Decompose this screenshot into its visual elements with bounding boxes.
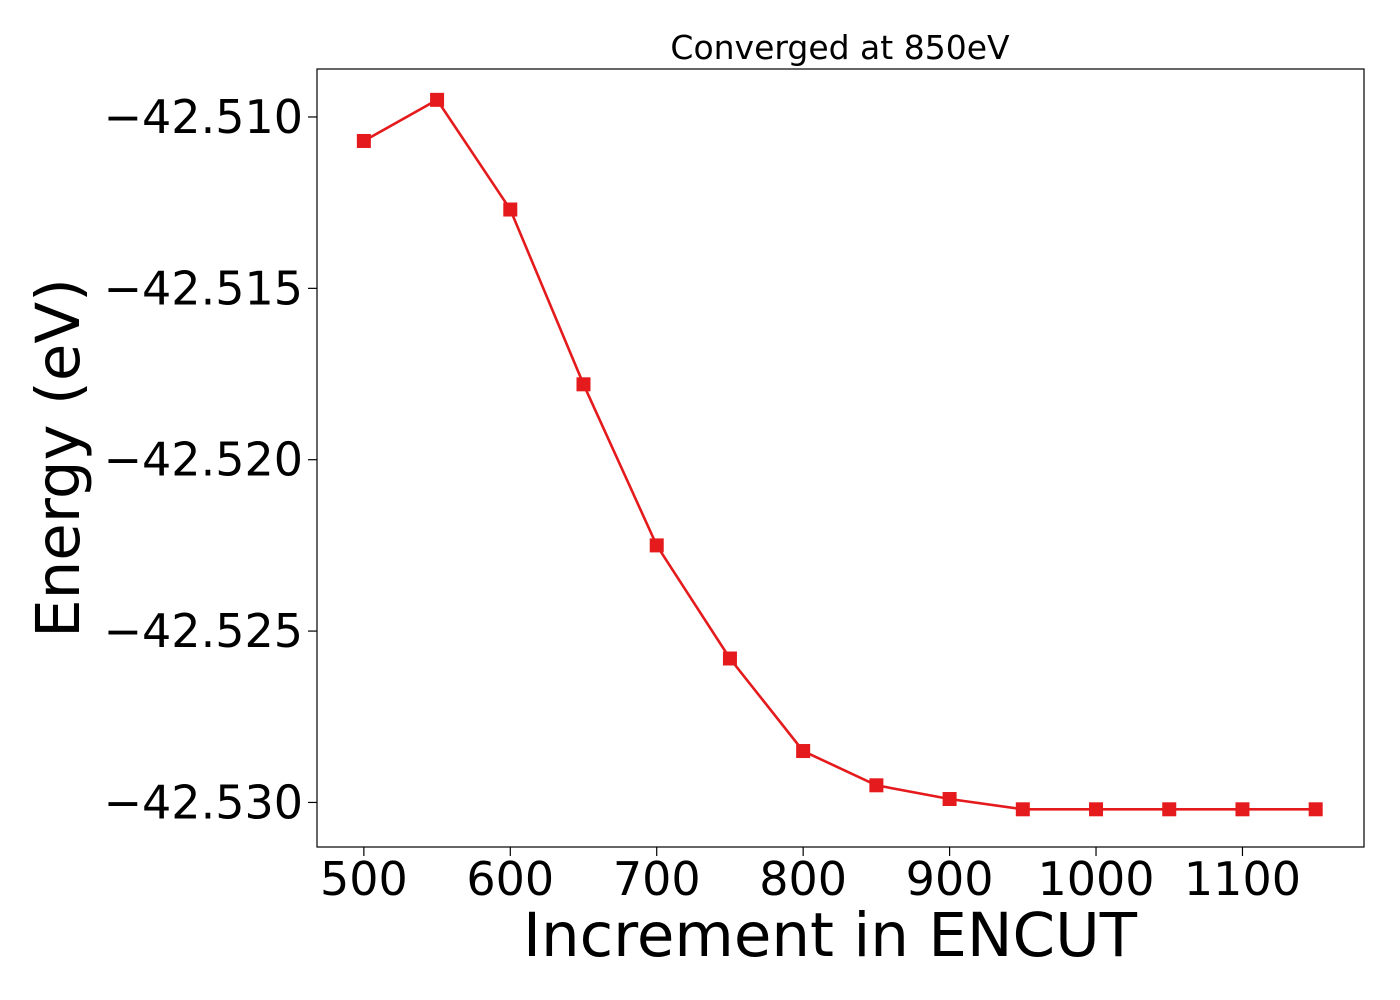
x-tick-label: 600 bbox=[466, 852, 554, 906]
x-tick-label: 1100 bbox=[1184, 852, 1301, 906]
x-tick-label: 700 bbox=[613, 852, 701, 906]
y-tick-label: −42.520 bbox=[104, 433, 304, 487]
data-point-marker bbox=[356, 133, 371, 148]
data-point-marker bbox=[1235, 802, 1250, 817]
x-axis: 500 600 700 800 900 1000 1100 bbox=[320, 847, 1301, 906]
data-point-marker bbox=[430, 92, 445, 107]
data-point-marker bbox=[576, 377, 591, 392]
data-point-marker bbox=[649, 538, 664, 553]
y-tick-label: −42.525 bbox=[104, 604, 304, 658]
y-axis-label: Energy (eV) bbox=[23, 278, 94, 638]
data-point-marker bbox=[1308, 802, 1323, 817]
chart-title: Converged at 850eV bbox=[670, 28, 1010, 67]
x-tick-label: 900 bbox=[906, 852, 994, 906]
y-tick-label: −42.530 bbox=[104, 775, 304, 829]
data-point-marker bbox=[869, 778, 884, 793]
data-point-marker bbox=[1015, 802, 1030, 817]
data-point-marker bbox=[503, 202, 518, 217]
x-tick-label: 800 bbox=[759, 852, 847, 906]
data-point-marker bbox=[1089, 802, 1104, 817]
x-tick-label: 1000 bbox=[1037, 852, 1154, 906]
data-point-marker bbox=[722, 651, 737, 666]
data-series bbox=[356, 92, 1323, 817]
x-axis-label: Increment in ENCUT bbox=[523, 900, 1138, 971]
series-line bbox=[363, 98, 1316, 811]
data-point-marker bbox=[796, 744, 811, 759]
y-tick-label: −42.510 bbox=[104, 90, 304, 144]
y-tick-label: −42.515 bbox=[104, 261, 304, 315]
data-point-marker bbox=[1162, 802, 1177, 817]
axes-frame bbox=[316, 68, 1365, 848]
plot-area: −42.510 −42.515 −42.520 −42.525 −42.530 500 6… bbox=[104, 68, 1365, 906]
data-point-marker bbox=[942, 792, 957, 807]
x-tick-label: 500 bbox=[320, 852, 408, 906]
y-axis: −42.510 −42.515 −42.520 −42.525 −42.530 bbox=[104, 90, 317, 829]
